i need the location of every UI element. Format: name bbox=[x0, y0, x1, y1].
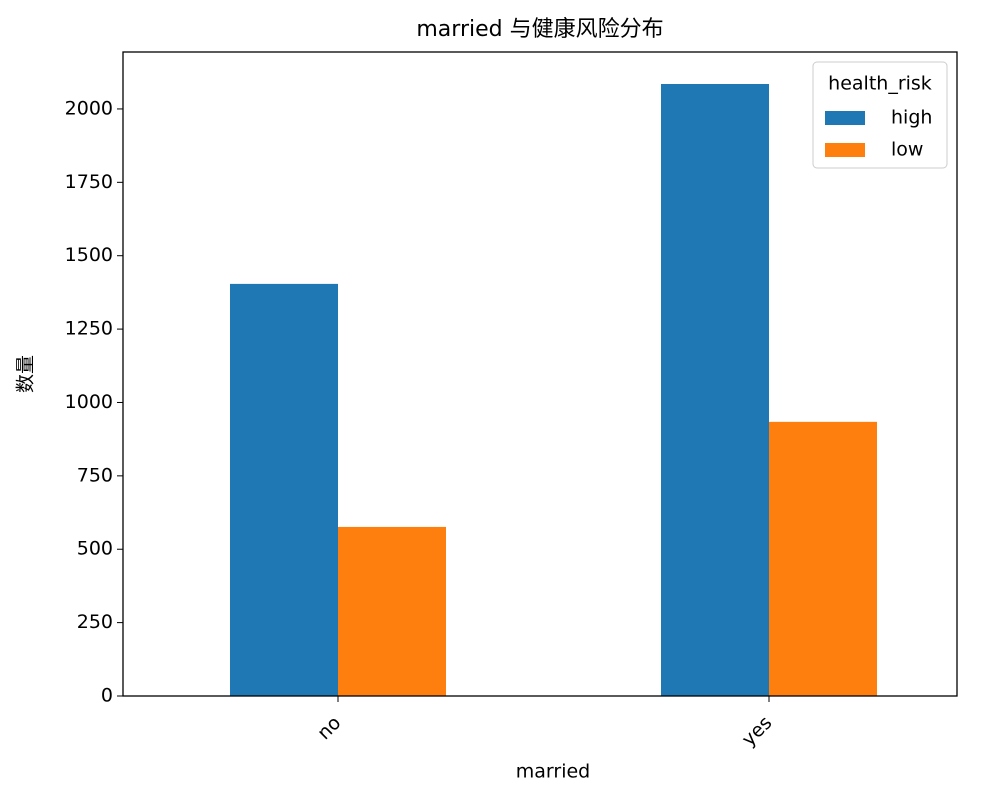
legend-swatch bbox=[825, 143, 865, 157]
y-tick-label: 1500 bbox=[65, 244, 113, 266]
bar bbox=[769, 421, 877, 696]
y-tick-label: 1750 bbox=[65, 171, 113, 193]
x-tick-label: no bbox=[313, 712, 345, 744]
y-tick-label: 500 bbox=[77, 538, 113, 560]
legend-label: high bbox=[891, 107, 932, 129]
y-tick-label: 750 bbox=[77, 464, 113, 486]
bar bbox=[230, 283, 338, 696]
legend-label: low bbox=[891, 139, 923, 161]
legend-box bbox=[812, 61, 948, 169]
bar bbox=[661, 83, 769, 697]
y-tick-label: 250 bbox=[77, 611, 113, 633]
y-tick-label: 1000 bbox=[65, 391, 113, 413]
x-axis-label: married bbox=[516, 761, 590, 783]
x-tick-label: yes bbox=[738, 712, 777, 751]
y-tick-label: 2000 bbox=[65, 97, 113, 119]
legend-swatch bbox=[825, 111, 865, 125]
legend-title: health_risk bbox=[828, 73, 932, 95]
y-axis-label: 数量 bbox=[15, 355, 37, 393]
bar bbox=[338, 526, 446, 696]
chart-title: married 与健康风险分布 bbox=[416, 17, 663, 42]
plot-frame bbox=[122, 51, 958, 697]
y-tick-label: 1250 bbox=[65, 318, 113, 340]
y-tick-label: 0 bbox=[101, 685, 113, 707]
